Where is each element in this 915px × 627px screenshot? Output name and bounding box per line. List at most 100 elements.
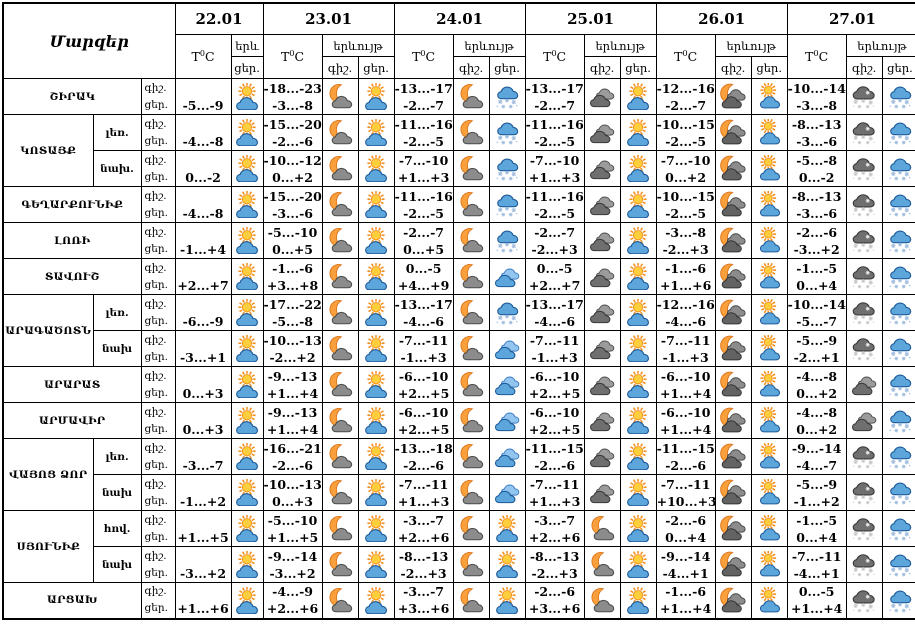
weather-icon-cell xyxy=(619,150,657,187)
temp-cell-22-01: -1...+2 xyxy=(174,474,232,511)
snow-dark-cloud-icon xyxy=(852,194,875,217)
partly-sunny-icon xyxy=(496,551,519,578)
moon-cloud-icon xyxy=(591,516,615,541)
partly-sunny-sm-icon xyxy=(760,191,781,217)
temp-cell-22-01: -1...+4 xyxy=(174,222,232,259)
night-day-row-labels: գիշ. ցեր. xyxy=(140,546,176,583)
dark-clouds-icon xyxy=(590,196,615,216)
partly-sunny-icon xyxy=(365,443,388,470)
weather-icon-cell xyxy=(881,582,915,619)
partly-sunny-icon xyxy=(236,586,259,614)
temp-cell: -10...-12 0...+2 xyxy=(262,150,323,187)
weather-icon-cell xyxy=(714,510,752,547)
temp-cell: -15...-20 -3...-6 xyxy=(262,186,323,223)
partly-sunny-sm-icon xyxy=(760,443,781,469)
region-name: ՏԱՎՈՒՇ xyxy=(2,258,142,295)
weather-icon-cell xyxy=(583,330,621,367)
moon-cloud-icon xyxy=(329,228,353,253)
temp-cell: -7...-10 +1...+3 xyxy=(524,150,585,187)
phenomenon-header: երևույթ xyxy=(714,34,788,57)
weather-icon-cell xyxy=(230,366,264,403)
weather-icon-cell xyxy=(321,402,359,439)
snow-dark-cloud-icon xyxy=(852,518,875,541)
weather-icon-cell xyxy=(230,258,264,295)
dark-clouds-icon xyxy=(590,268,615,288)
weather-icon-cell xyxy=(357,546,395,583)
weather-icon-cell xyxy=(750,294,788,331)
temp-cell: -3...-7 +2...+6 xyxy=(393,510,454,547)
weather-icon-cell xyxy=(619,114,657,151)
night-day-row-labels: գիշ. ցեր. xyxy=(140,582,176,619)
weather-icon-cell xyxy=(619,258,657,295)
temp-cell: -2...-7 -2...+3 xyxy=(524,222,585,259)
blue-clouds-icon xyxy=(495,484,520,504)
temp-cell: -2...-6 +3...+6 xyxy=(524,582,585,619)
weather-icon-cell xyxy=(488,474,526,511)
weather-icon-cell xyxy=(750,114,788,151)
sub-region-label: նախ. xyxy=(92,150,142,187)
weather-icon-cell xyxy=(488,402,526,439)
weather-icon-cell xyxy=(845,330,883,367)
weather-icon-cell xyxy=(488,150,526,187)
weather-icon-cell xyxy=(750,258,788,295)
partly-sunny-icon xyxy=(236,227,259,254)
temp-cell: -7...-10 +1...+3 xyxy=(393,150,454,187)
weather-icon-cell xyxy=(357,258,395,295)
snow-blue-cloud-icon xyxy=(889,446,912,469)
weather-icon-cell xyxy=(357,78,395,115)
weather-icon-cell xyxy=(488,366,526,403)
temp-cell: -6...-10 +2...+5 xyxy=(524,402,585,439)
temp-cell-22-01: +1...+6 xyxy=(174,582,232,619)
temp-cell: -15...-20 -2...-6 xyxy=(262,114,323,151)
weather-icon-cell xyxy=(619,186,657,223)
partly-sunny-icon xyxy=(627,335,650,362)
temp-cell-22-01: -3...+2 xyxy=(174,546,232,583)
weather-icon-cell xyxy=(881,150,915,187)
snow-dark-cloud-icon xyxy=(852,554,875,577)
temp-cell: -3...-8 -2...+3 xyxy=(655,222,716,259)
weather-icon-cell xyxy=(488,330,526,367)
region-name: ՎԱՅՈՑ ՁՈՐ xyxy=(2,438,94,511)
weather-icon-cell xyxy=(452,402,490,439)
temp-cell: -10...-13 -2...+2 xyxy=(262,330,323,367)
table-row: ԿՈՏԱՅՔ լեռ. գիշ. ցեր. -4...-8 -15...-20 -2...… xyxy=(2,114,915,187)
weather-icon-cell xyxy=(750,150,788,187)
moon-dark-clouds-icon xyxy=(720,299,746,325)
weather-icon-cell xyxy=(488,114,526,151)
day-label-header: ցեր. xyxy=(357,56,395,79)
temp-cell: -7...-11 +10...+3 xyxy=(655,474,716,511)
moon-dark-clouds-icon xyxy=(720,227,746,253)
weather-icon-cell xyxy=(488,510,526,547)
moon-cloud-icon xyxy=(460,516,484,541)
region-name: ՇԻՐԱԿ xyxy=(2,78,142,115)
weather-icon-cell xyxy=(230,114,264,151)
night-label-header: գիշ. xyxy=(583,56,621,79)
weather-icon-cell xyxy=(452,366,490,403)
weather-icon-cell xyxy=(321,294,359,331)
weather-icon-cell xyxy=(357,402,395,439)
moon-dark-clouds-icon xyxy=(720,119,746,145)
moon-cloud-icon xyxy=(460,192,484,217)
region-name: ԱՐԱԳԱԾՈՏՆ xyxy=(2,294,94,367)
region-name: ԳԵՂԱՐՔՈՒՆԻՔ xyxy=(2,186,142,223)
dark-clouds-icon xyxy=(590,412,615,432)
moon-dark-clouds-icon xyxy=(720,443,746,469)
partly-sunny-icon xyxy=(365,227,388,254)
weather-icon-cell xyxy=(845,402,883,439)
table-header: Մարզեր 22.01 23.01 24.01 25.01 26.01 27.… xyxy=(2,2,915,79)
temp-cell: -12...-16 -2...-7 xyxy=(655,78,716,115)
weather-icon-cell xyxy=(452,582,490,619)
temp-cell-22-01: -3...+1 xyxy=(174,330,232,367)
blue-clouds-icon xyxy=(495,268,520,288)
night-day-row-labels: գիշ. ցեր. xyxy=(140,474,176,511)
partly-sunny-icon xyxy=(627,119,650,146)
region-name: ԱՐՄԱՎԻՐ xyxy=(2,402,142,439)
dark-clouds-icon xyxy=(590,124,615,144)
dark-clouds-icon xyxy=(590,484,615,504)
temp-cell: -6...-10 +2...+5 xyxy=(393,366,454,403)
partly-sunny-icon xyxy=(236,443,259,470)
table-row: ԼՈՌԻ գիշ. ցեր. -1...+4 -5...-10 0...+5 -2...-… xyxy=(2,222,915,259)
weather-icon-cell xyxy=(230,582,264,619)
partly-sunny-icon xyxy=(627,443,650,470)
partly-sunny-icon xyxy=(365,299,388,326)
